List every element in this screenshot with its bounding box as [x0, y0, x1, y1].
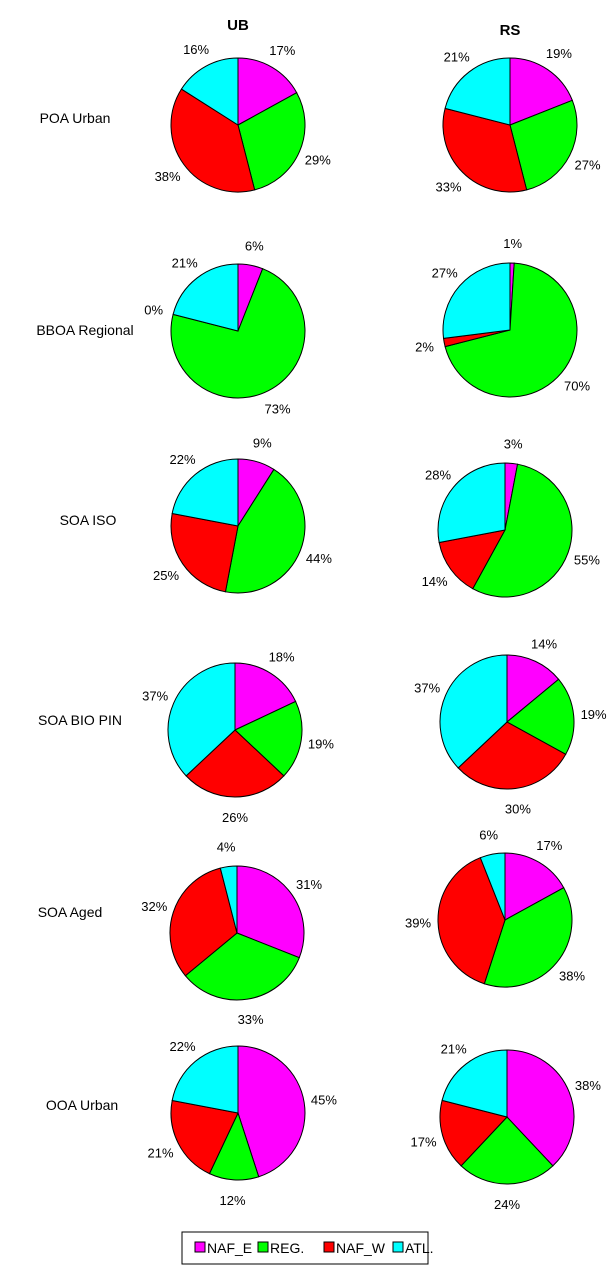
slice-label-reg: 19% — [308, 737, 334, 752]
slice-label-naf-e: 9% — [253, 436, 272, 451]
slice-label-naf-w: 0% — [144, 302, 163, 317]
slice-label-reg: 27% — [574, 158, 600, 173]
slice-label-atl: 6% — [479, 828, 498, 843]
pie-rs-soa-aged: 17% 38% 39% 6% — [405, 828, 585, 987]
pie-ub-soa-aged: 31% 33% 32% 4% — [141, 840, 322, 1027]
slice-label-atl: 22% — [169, 1039, 195, 1054]
slice-label-naf-e: 45% — [311, 1092, 337, 1107]
pie-rs-bboa-regional: 1% 70% 2% 27% — [415, 236, 590, 397]
slice-label-atl: 37% — [414, 680, 440, 695]
slice-label-atl: 21% — [441, 1041, 467, 1056]
slice-label-naf-w: 32% — [141, 899, 167, 914]
slice-label-atl: 4% — [217, 840, 236, 855]
row-label-soa-aged: SOA Aged — [38, 904, 103, 920]
slice-label-naf-w: 14% — [422, 574, 448, 589]
slice-label-reg: 19% — [581, 707, 607, 722]
slice-label-atl: 21% — [172, 255, 198, 270]
pie-ub-bboa-regional: 6% 73% 0% 21% — [144, 239, 305, 417]
slice-label-naf-w: 38% — [155, 169, 181, 184]
slice-label-naf-w: 25% — [153, 568, 179, 583]
pie-rs-soa-bio-pin: 14% 19% 30% 37% — [414, 636, 607, 816]
legend: NAF_E REG. NAF_W ATL. — [182, 1232, 434, 1264]
slice-label-naf-e: 18% — [269, 650, 295, 665]
slice-label-naf-e: 6% — [245, 239, 264, 254]
row-label-ooa-urban: OOA Urban — [46, 1097, 118, 1113]
pie-ub-ooa-urban: 45% 12% 21% 22% — [147, 1039, 337, 1208]
slice-naf-w — [171, 513, 238, 591]
slice-label-reg: 33% — [238, 1012, 264, 1027]
slice-label-reg: 24% — [494, 1197, 520, 1212]
slice-label-naf-w: 2% — [415, 339, 434, 354]
pie-ub-poa-urban: 17% 29% 38% 16% — [155, 42, 332, 192]
row-label-bboa-regional: BBOA Regional — [36, 322, 133, 338]
legend-swatch-naf-w — [324, 1242, 334, 1252]
legend-label-atl: ATL. — [405, 1240, 434, 1256]
slice-label-reg: 44% — [306, 551, 332, 566]
pie-rows: POA Urban 17% 29% 38% 16% 19% 27% 33% 21% BBOA Re… — [36, 42, 607, 1212]
row-label-soa-iso: SOA ISO — [60, 512, 117, 528]
pie-ub-soa-iso: 9% 44% 25% 22% — [153, 436, 332, 593]
slice-label-naf-e: 17% — [269, 43, 295, 58]
column-header-rs: RS — [500, 22, 521, 39]
slice-label-naf-w: 17% — [410, 1134, 436, 1149]
slice-label-reg: 12% — [219, 1193, 245, 1208]
legend-label-reg: REG. — [270, 1240, 304, 1256]
slice-label-naf-e: 17% — [536, 838, 562, 853]
slice-label-reg: 55% — [574, 553, 600, 568]
slice-label-naf-w: 26% — [222, 810, 248, 825]
slice-label-naf-e: 19% — [546, 46, 572, 61]
slice-label-naf-e: 14% — [531, 636, 557, 651]
pie-rs-poa-urban: 19% 27% 33% 21% — [435, 46, 600, 195]
slice-label-naf-w: 21% — [147, 1146, 173, 1161]
slice-label-naf-e: 31% — [296, 877, 322, 892]
slice-label-naf-e: 3% — [504, 436, 523, 451]
row-label-poa-urban: POA Urban — [40, 110, 111, 126]
slice-label-reg: 70% — [564, 379, 590, 394]
slice-label-naf-e: 1% — [503, 236, 522, 251]
slice-label-atl: 21% — [444, 49, 470, 64]
slice-label-naf-w: 33% — [435, 180, 461, 195]
slice-label-atl: 16% — [183, 42, 209, 57]
legend-swatch-naf-e — [195, 1242, 205, 1252]
slice-label-atl: 28% — [425, 468, 451, 483]
slice-label-reg: 38% — [559, 969, 585, 984]
row-label-soa-bio-pin: SOA BIO PIN — [38, 712, 122, 728]
legend-swatch-reg — [258, 1242, 268, 1252]
pie-rs-ooa-urban: 38% 24% 17% 21% — [410, 1041, 601, 1212]
slice-label-atl: 22% — [169, 452, 195, 467]
slice-label-reg: 29% — [305, 153, 331, 168]
slice-label-naf-w: 30% — [505, 801, 531, 816]
legend-label-naf-e: NAF_E — [207, 1240, 252, 1256]
pie-rs-soa-iso: 3% 55% 14% 28% — [422, 436, 601, 597]
slice-label-reg: 73% — [264, 402, 290, 417]
slice-label-atl: 27% — [432, 266, 458, 281]
slice-label-atl: 37% — [142, 688, 168, 703]
pie-ub-soa-bio-pin: 18% 19% 26% 37% — [142, 650, 334, 826]
legend-swatch-atl — [393, 1242, 403, 1252]
column-header-ub: UB — [227, 17, 249, 34]
slice-label-naf-e: 38% — [575, 1078, 601, 1093]
slice-label-naf-w: 39% — [405, 916, 431, 931]
legend-label-naf-w: NAF_W — [336, 1240, 386, 1256]
